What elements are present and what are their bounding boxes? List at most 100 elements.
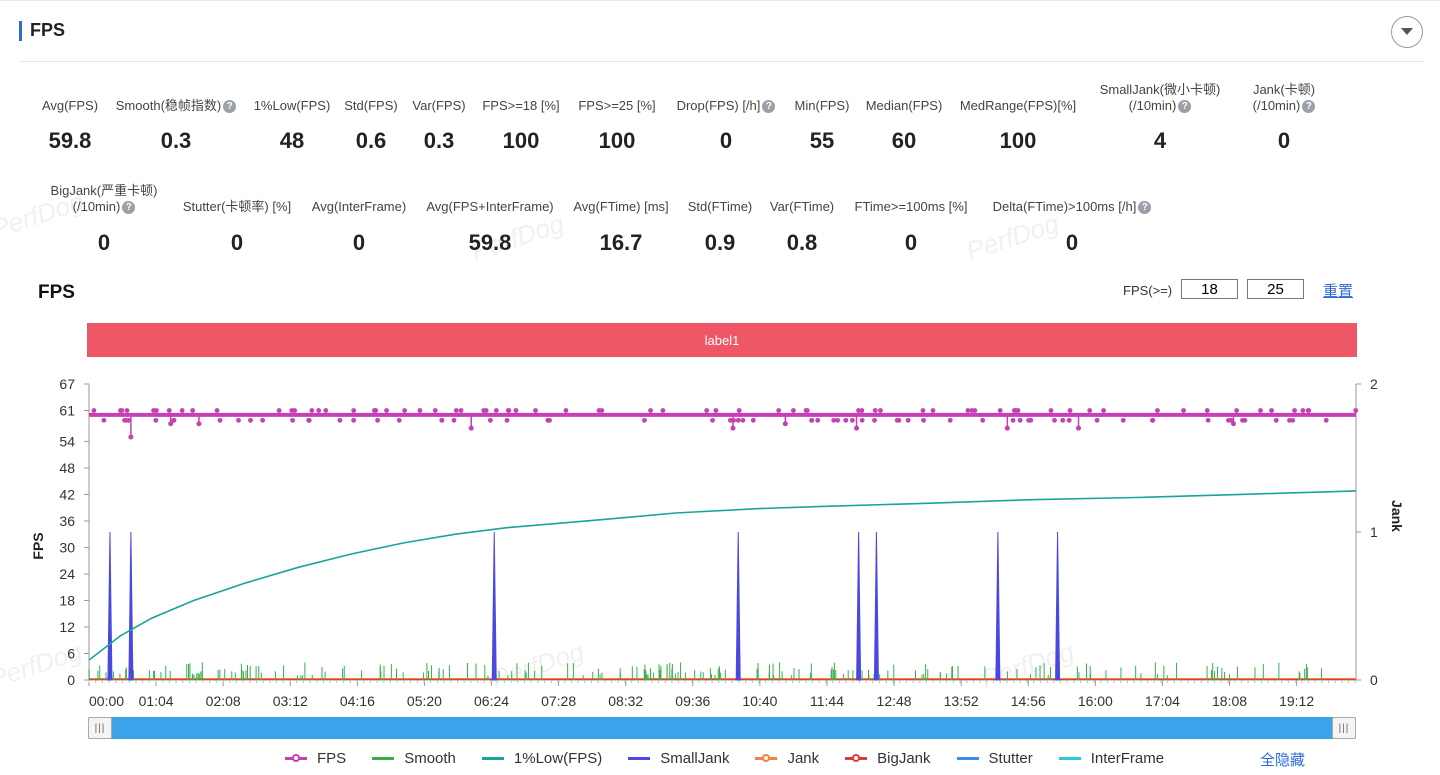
fps-point	[481, 408, 487, 413]
metric-stutter: Stutter(卡顿率) [%] 0	[137, 199, 337, 255]
legend-swatch	[755, 752, 778, 764]
legend-label: 1%Low(FPS)	[513, 749, 603, 767]
threshold-input-1[interactable]	[1181, 279, 1238, 299]
help-icon[interactable]: ?	[762, 100, 776, 114]
fps-point	[323, 408, 329, 413]
fps-point	[483, 408, 489, 413]
help-icon[interactable]: ?	[223, 100, 237, 114]
fps-point	[815, 417, 821, 423]
fps-point	[782, 421, 788, 427]
fps-point	[740, 417, 746, 423]
fps-point	[1234, 408, 1240, 413]
fps-point	[248, 417, 253, 423]
fps-point	[859, 417, 865, 423]
range-slider-left-handle[interactable]: |||	[88, 717, 112, 739]
fps-point	[118, 408, 123, 413]
threshold-input-2[interactable]	[1247, 279, 1304, 299]
fps-point	[493, 408, 499, 413]
fps-point	[533, 408, 538, 413]
fps-point	[439, 417, 445, 423]
legend-item-jank[interactable]: Jank	[755, 750, 819, 767]
fps-point	[151, 408, 156, 413]
fps-point	[337, 417, 343, 423]
help-icon[interactable]: ?	[1302, 100, 1316, 114]
fps-point	[1273, 417, 1279, 423]
fps-point	[731, 417, 737, 423]
fps-point	[648, 408, 653, 413]
help-icon[interactable]: ?	[1178, 100, 1192, 114]
fps-point	[506, 408, 512, 413]
fps-point	[1010, 417, 1016, 423]
legend-item-smooth[interactable]: Smooth	[372, 750, 456, 767]
legend-item-smalljank[interactable]: SmallJank	[628, 750, 729, 767]
y-tick-label: 61	[59, 403, 75, 419]
metric-label-unit: (/10min)?	[4, 199, 204, 215]
metric-label: FPS>=25 [%]	[578, 98, 656, 113]
fps-point	[997, 408, 1003, 413]
metric-value: 0.3	[423, 128, 455, 153]
metric-label: FTime>=100ms [%]	[854, 199, 968, 214]
metric-label: Drop(FPS) [/h]?	[626, 98, 826, 114]
fps-point	[750, 417, 756, 423]
fps-point	[1305, 408, 1311, 413]
y-tick-label: 0	[67, 672, 75, 688]
metric-std-fps: Std(FPS) 0.6	[271, 98, 471, 153]
range-slider-right-handle[interactable]: |||	[1332, 717, 1356, 739]
fps-point	[859, 408, 865, 413]
legend-item-fps[interactable]: FPS	[285, 750, 346, 767]
y-tick-label: 67	[59, 376, 75, 392]
metric-label: Avg(FPS)	[41, 98, 99, 113]
x-tick-label: 09:36	[675, 693, 710, 709]
reset-link[interactable]: 重置	[1323, 283, 1354, 300]
metric-fps-25: FPS>=25 [%] 100	[517, 98, 717, 153]
fps-point	[1076, 425, 1082, 431]
fps-point	[1242, 417, 1248, 423]
fps-point	[1240, 417, 1245, 423]
metric-label: SmallJank(微小卡顿)	[1099, 82, 1221, 97]
help-icon[interactable]: ?	[1138, 201, 1152, 215]
legend-item-interframe[interactable]: InterFrame	[1058, 750, 1164, 767]
collapse-button[interactable]	[1391, 16, 1423, 48]
legend-item-stutter[interactable]: Stutter	[956, 750, 1033, 767]
legend-item-bigjank[interactable]: BigJank	[845, 750, 931, 767]
fps-point	[1287, 417, 1292, 423]
x-tick-label: 10:40	[742, 693, 777, 709]
metric-value: 0	[230, 230, 244, 255]
metric-value: 16.7	[599, 230, 643, 255]
section-title: FPS	[30, 20, 66, 40]
metric-ftime-100ms: FTime>=100ms [%] 0	[811, 199, 1011, 255]
fps-point	[439, 417, 445, 423]
x-tick-label: 03:12	[273, 693, 308, 709]
y2-tick-label: 0	[1370, 672, 1378, 688]
legend-item-1-low-fps[interactable]: 1%Low(FPS)	[481, 749, 603, 767]
smalljank-spike	[856, 531, 862, 681]
y-axis-title: FPS	[30, 532, 46, 559]
fps-point	[91, 408, 97, 413]
fps-point	[972, 408, 978, 413]
chart-legend: FPS Smooth 1%Low(FPS) SmallJank Jank BigJank S…	[285, 748, 1190, 768]
fps-point	[1323, 417, 1329, 423]
legend-label: Jank	[787, 749, 820, 767]
help-icon[interactable]: ?	[122, 201, 136, 215]
y-tick-label: 42	[59, 486, 75, 502]
range-slider-track[interactable]	[88, 717, 1356, 739]
fps-point	[704, 408, 710, 413]
fps-point	[856, 408, 861, 413]
fps-point	[965, 408, 971, 413]
fps-point	[1052, 417, 1057, 423]
fps-point	[831, 417, 837, 423]
fps-point	[1290, 417, 1296, 423]
x-tick-label: 04:16	[340, 693, 375, 709]
section-header	[0, 0, 1440, 62]
fps-point	[803, 408, 809, 413]
fps-point	[1120, 417, 1126, 423]
hide-all-link[interactable]: 全隐藏	[1260, 752, 1306, 769]
fps-point	[710, 417, 715, 423]
legend-swatch	[481, 752, 504, 764]
label-bar[interactable]: label1	[87, 323, 1357, 357]
watermark: PerfDog	[0, 636, 86, 695]
metric-var-ftime: Var(FTime) 0.8	[702, 199, 902, 255]
fps-point	[373, 408, 379, 413]
fps-point	[1353, 408, 1359, 413]
metric-fps-18: FPS>=18 [%] 100	[421, 98, 621, 153]
